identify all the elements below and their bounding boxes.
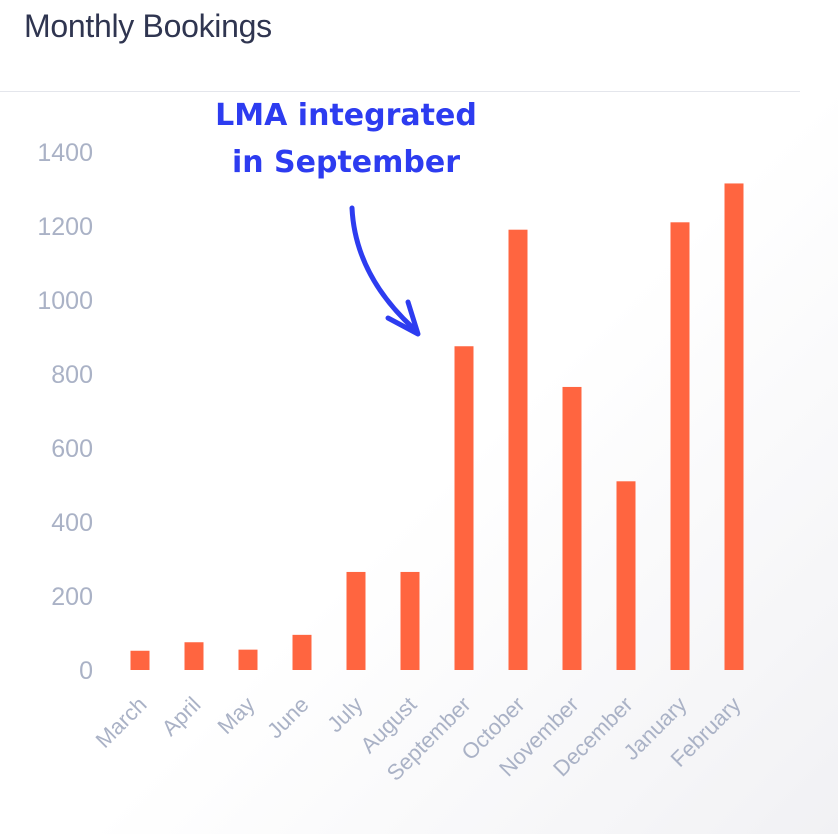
y-tick-label: 600: [51, 435, 93, 463]
x-tick-label-may: May: [212, 692, 259, 739]
x-tick-label-april: April: [157, 692, 206, 741]
bar-april: [184, 642, 204, 670]
bar-january: [670, 222, 690, 671]
bar-march: [130, 650, 150, 670]
bar-august: [400, 571, 420, 670]
y-tick-label: 1200: [37, 213, 93, 241]
annotation-arrowhead-icon: [385, 299, 421, 337]
annotation-text: LMA integrated in September: [196, 92, 496, 186]
annotation-arrow-icon: [349, 205, 416, 331]
bar-may: [238, 649, 258, 670]
y-tick-label: 200: [51, 583, 93, 611]
annotation-line-2: in September: [231, 145, 461, 180]
y-tick-label: 1400: [37, 139, 93, 167]
bar-october: [508, 229, 528, 670]
title-divider: [0, 91, 800, 92]
y-axis: 0 200 400 600 800 1000 1200 1400: [37, 139, 93, 685]
x-tick-label-july: July: [322, 692, 367, 737]
annotation-line-1: LMA integrated: [215, 98, 477, 133]
bar-september: [454, 346, 474, 670]
y-tick-label: 0: [79, 657, 93, 685]
bar-december: [616, 481, 636, 670]
bars: [130, 183, 744, 671]
x-tick-label-june: June: [262, 692, 313, 743]
x-axis: March April May June JulyAugustSeptemberOcto…: [91, 692, 746, 786]
chart-title: Monthly Bookings: [24, 8, 272, 44]
y-tick-label: 1000: [37, 287, 93, 315]
bar-june: [292, 634, 312, 670]
y-tick-label: 400: [51, 509, 93, 537]
y-tick-label: 800: [51, 361, 93, 389]
x-tick-label-march: March: [91, 692, 152, 753]
bar-february: [724, 183, 744, 670]
bar-july: [346, 571, 366, 670]
bar-november: [562, 386, 582, 670]
